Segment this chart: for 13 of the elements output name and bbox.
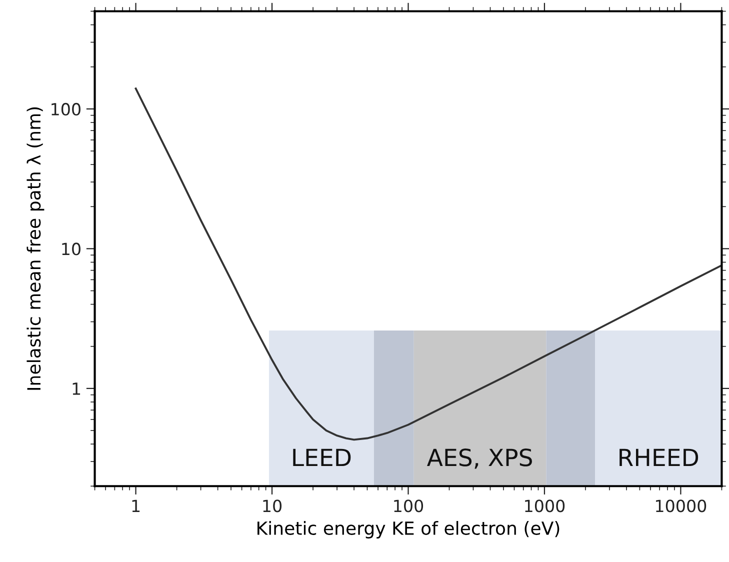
- x-tick-label: 1000: [525, 500, 565, 512]
- x-tick-label: 10: [263, 500, 282, 512]
- x-tick-label: 10000: [656, 500, 706, 512]
- y-tick-label: 1: [72, 382, 80, 395]
- x-tick-label: 100: [394, 500, 424, 512]
- series-label: LEED: [293, 448, 351, 466]
- x-tick-label: 1: [132, 500, 140, 512]
- series-label: AES, XPS: [427, 448, 532, 469]
- series-label: RHEED: [620, 448, 698, 466]
- y-tick-label: 10: [62, 242, 80, 256]
- y-tick-label: 100: [52, 102, 80, 116]
- y-axis-title: Inelastic mean free path λ (nm): [26, 107, 44, 390]
- x-axis-title: Kinetic energy KE of electron (eV): [258, 521, 560, 538]
